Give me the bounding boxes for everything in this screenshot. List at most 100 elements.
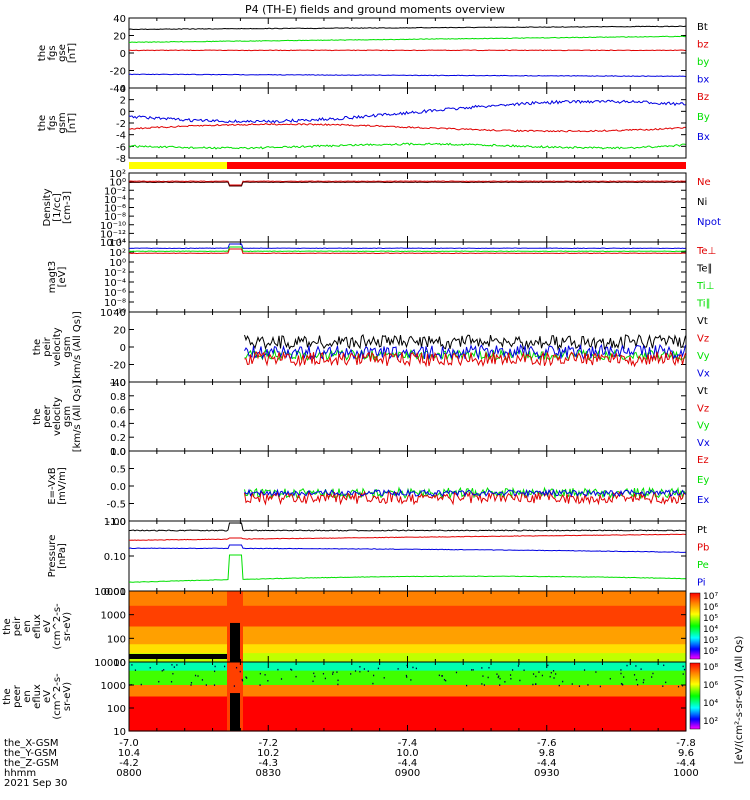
spec-dot xyxy=(496,673,498,675)
spec-dot xyxy=(640,668,642,670)
spec-dot xyxy=(241,678,243,681)
panel-frame xyxy=(128,87,687,159)
legend-vz: Vz xyxy=(697,403,709,414)
vt-trace xyxy=(244,333,686,351)
spec-dot xyxy=(158,680,160,683)
spec-dot xyxy=(635,665,637,667)
legend-pt: Pt xyxy=(697,525,707,536)
y-tick-label: 0.01 xyxy=(104,587,126,598)
spec-dot xyxy=(552,670,555,672)
spec-dot xyxy=(214,665,216,668)
spec-dot xyxy=(246,677,248,679)
x-axis-row-value: -4.3 xyxy=(258,758,278,769)
spec-dot xyxy=(483,684,485,686)
panel-frame xyxy=(128,172,687,243)
x-axis-date: 2021 Sep 30 xyxy=(4,778,67,789)
spec-dot xyxy=(571,683,573,685)
spec-dot xyxy=(443,678,446,681)
spec-dot xyxy=(367,670,369,672)
legend-te∥: Te∥ xyxy=(696,264,713,275)
y-tick-label: 1000 xyxy=(101,611,126,622)
spec-dot xyxy=(171,664,173,666)
spec-row xyxy=(129,617,686,622)
spec-dot xyxy=(677,685,680,688)
y-tick-label: 10⁰ xyxy=(109,258,126,269)
spec-dot xyxy=(622,683,624,686)
spec-dot xyxy=(312,680,314,683)
legend-vx: Vx xyxy=(697,369,710,380)
y-tick-label: 10⁻² xyxy=(104,186,126,197)
spec-dot xyxy=(350,673,352,675)
y-axis-label: thepeirvelocitygsm[km/s (All Qs)] xyxy=(32,311,83,383)
ni-trace xyxy=(128,181,686,187)
spec-dot xyxy=(170,681,173,683)
spec-row xyxy=(129,599,686,604)
y-tick-label: 0 xyxy=(120,49,126,60)
spec-noise-band xyxy=(129,654,227,659)
spec-dot xyxy=(482,675,484,677)
y-tick-label: -0.5 xyxy=(106,500,126,511)
y-tick-label: 1.0 xyxy=(110,447,126,458)
spec-dot xyxy=(241,679,244,682)
y-tick-label: 1000 xyxy=(101,681,126,692)
y-tick-label: 10⁻¹² xyxy=(100,229,126,240)
legend-bz: bz xyxy=(697,40,709,51)
tperp-trace xyxy=(128,243,686,250)
spec-dot xyxy=(406,676,408,678)
spec-row xyxy=(129,696,686,700)
x-axis-row-name: the_Y-GSM xyxy=(4,748,57,759)
x-axis-row-value: 9.6 xyxy=(678,748,694,759)
legend-ez: Ez xyxy=(697,455,709,466)
spec-dot xyxy=(405,674,408,677)
spec-dot xyxy=(509,674,512,676)
spec-dot xyxy=(131,664,133,666)
spec-dot xyxy=(291,669,293,671)
bt-trace xyxy=(128,25,686,31)
y-tick-label: 10⁻¹⁰ xyxy=(100,308,126,319)
spec-dot xyxy=(190,682,193,684)
tpar-trace xyxy=(128,246,686,253)
vx-trace xyxy=(244,343,686,361)
spec-row xyxy=(129,708,686,712)
y-tick-label: -1.0 xyxy=(106,517,126,528)
spec-dot xyxy=(562,680,564,683)
y-tick-label: -20 xyxy=(110,67,126,78)
y-tick-label: 10000 xyxy=(94,587,126,598)
spec-row xyxy=(129,623,686,628)
spec-row xyxy=(129,690,686,695)
x-axis-row-value: 0800 xyxy=(116,768,141,779)
spec-row xyxy=(129,667,686,672)
legend-bt: Bt xyxy=(697,22,708,33)
legend-ti⊥: Ti⊥ xyxy=(696,281,714,292)
legend-ex: Ex xyxy=(697,495,709,506)
y-tick-label: 0.8 xyxy=(110,392,126,403)
legend-vt: Vt xyxy=(697,386,708,397)
y-tick-label: 1.00 xyxy=(104,517,126,528)
spec-dot xyxy=(532,683,534,686)
spec-dot xyxy=(535,683,537,685)
spec-row xyxy=(129,605,686,610)
y-tick-label: 10⁻⁸ xyxy=(104,298,126,309)
x-axis-row-value: 0930 xyxy=(534,768,559,779)
spec-dot xyxy=(499,684,501,686)
spec-dot xyxy=(623,676,625,678)
spec-dot xyxy=(176,664,178,666)
spec-dot xyxy=(372,682,374,685)
spec-dot xyxy=(149,666,151,669)
spec-dot xyxy=(547,664,549,667)
spec-dot xyxy=(324,677,326,680)
Bx-trace xyxy=(128,99,686,124)
y-tick-label: 10² xyxy=(109,169,126,180)
panel-frame xyxy=(128,311,687,383)
colorbar-tick-bottom: 10⁶ xyxy=(703,681,718,691)
x-axis-row-value: -4.2 xyxy=(119,758,139,769)
panel-frame xyxy=(128,17,687,89)
spec-dot xyxy=(466,684,468,687)
spec-dot xyxy=(134,669,137,671)
legend-vx: Vx xyxy=(697,438,710,449)
spec-dot xyxy=(553,677,555,679)
y-tick-label: 10⁻⁴ xyxy=(104,195,126,206)
y-tick-label: 0 xyxy=(120,107,126,118)
